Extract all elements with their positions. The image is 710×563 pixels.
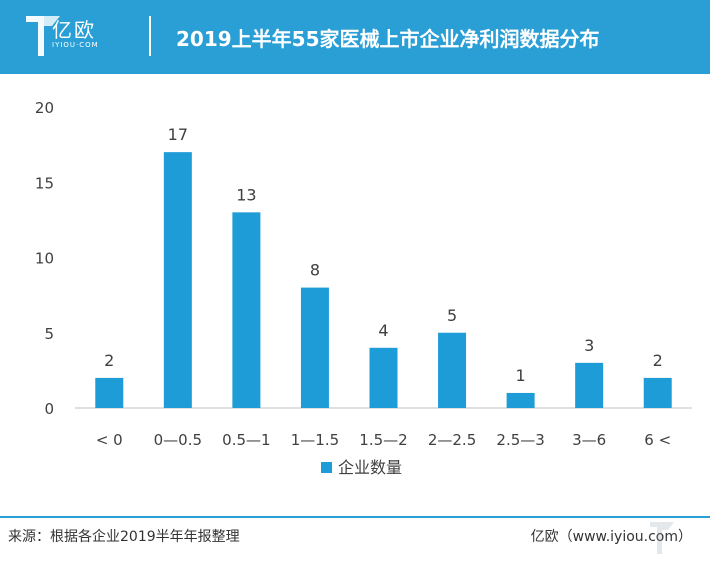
legend-swatch: [321, 462, 332, 473]
bar: [506, 392, 535, 408]
credit-text: 亿欧（www.iyiou.com）: [530, 529, 692, 545]
data-label: 4: [378, 321, 388, 340]
y-tick-label: 20: [35, 99, 54, 117]
bar: [438, 332, 467, 408]
x-tick-label: 1—1.5: [291, 431, 339, 449]
data-label: 13: [236, 185, 256, 204]
data-label: 1: [516, 366, 526, 385]
bar: [575, 362, 604, 408]
bar: [643, 377, 672, 408]
x-tick-label: 1.5—2: [359, 431, 407, 449]
data-label: 2: [104, 351, 114, 370]
data-label: 17: [168, 125, 188, 144]
bar: [163, 152, 192, 408]
x-tick-label: 6 <: [644, 431, 671, 449]
data-label: 5: [447, 306, 457, 325]
chart-title: 2019上半年55家医械上市企业净利润数据分布: [176, 27, 600, 51]
y-tick-label: 10: [35, 250, 54, 268]
y-tick-label: 5: [44, 325, 54, 343]
watermark-logo-icon: [650, 522, 674, 554]
x-tick-label: 2.5—3: [496, 431, 544, 449]
legend-label: 企业数量: [338, 458, 402, 477]
header-divider: [149, 16, 151, 56]
yiou-logo-icon: [26, 16, 60, 56]
source-note: 来源：根据各企业2019半年年报整理: [8, 529, 240, 545]
x-tick-label: 0—0.5: [154, 431, 202, 449]
footer-divider: [0, 516, 710, 518]
x-tick-label: 2—2.5: [428, 431, 476, 449]
y-tick-label: 15: [35, 174, 54, 192]
logo-subtext: IYIOU·COM: [52, 41, 99, 49]
bar: [95, 377, 124, 408]
data-label: 2: [653, 351, 663, 370]
x-tick-label: 0.5—1: [222, 431, 270, 449]
x-tick-label: < 0: [96, 431, 123, 449]
y-tick-label: 0: [44, 400, 54, 418]
bar: [232, 212, 261, 408]
data-label: 3: [584, 336, 594, 355]
bar: [369, 347, 398, 408]
data-label: 8: [310, 261, 320, 280]
bar: [300, 287, 329, 408]
header-bar: 亿欧 IYIOU·COM 2019上半年55家医械上市企业净利润数据分布: [0, 0, 710, 74]
x-tick-label: 3—6: [572, 431, 606, 449]
logo-text: 亿欧: [52, 18, 96, 42]
